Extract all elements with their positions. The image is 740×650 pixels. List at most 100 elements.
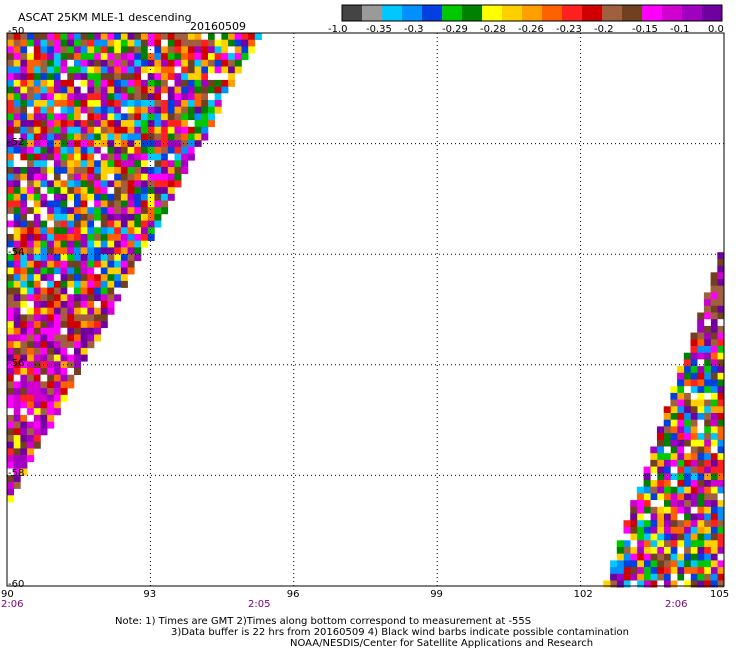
swath-cell — [717, 379, 725, 387]
swath-cell — [33, 368, 41, 375]
swath-cell — [161, 66, 169, 74]
swath-cell — [67, 106, 75, 114]
swath-cell — [147, 187, 155, 195]
swath-cell — [67, 280, 75, 288]
swath-cell — [670, 506, 678, 514]
swath-cell — [114, 167, 122, 174]
swath-cell — [663, 573, 671, 581]
swath-cell — [74, 327, 81, 335]
swath-cell — [27, 247, 35, 255]
latitude-label: -54 — [8, 247, 25, 259]
swath-cell — [141, 39, 148, 47]
swath-cell — [120, 240, 128, 248]
swath-cell — [187, 106, 195, 114]
swath-cell — [20, 133, 28, 141]
swath-cell — [717, 547, 725, 554]
swath-cell — [650, 453, 658, 461]
swath-cell — [657, 540, 664, 548]
swath-cell — [703, 453, 711, 461]
swath-cell — [208, 93, 215, 101]
swath-cell — [663, 553, 671, 561]
swath-cell — [13, 347, 21, 355]
swath-cell — [201, 59, 209, 67]
swath-cell — [221, 33, 229, 40]
swath-cell — [94, 200, 102, 208]
swath-cell — [53, 321, 61, 329]
swath-cell — [697, 466, 705, 474]
swath-cell — [650, 486, 658, 494]
swath-cell — [27, 374, 35, 382]
swath-cell — [60, 133, 68, 141]
swath-cell — [134, 73, 142, 81]
swath-cell — [167, 180, 175, 188]
swath-cell — [167, 73, 175, 81]
swath-cell — [67, 126, 75, 134]
swath-cell — [120, 247, 128, 255]
swath-cell — [710, 272, 718, 280]
swath-cell — [20, 193, 28, 201]
swath-cell — [107, 79, 115, 87]
swath-cell — [47, 53, 55, 61]
swath-cell — [643, 547, 651, 554]
swath-cell — [7, 200, 14, 208]
swath-cell — [67, 146, 75, 154]
swath-cell — [7, 287, 14, 295]
longitude-label: 96 — [286, 589, 300, 600]
swath-cell — [7, 140, 14, 148]
swath-cell — [717, 426, 725, 434]
swath-cell — [60, 39, 68, 47]
swath-cell — [717, 252, 725, 260]
swath-cell — [127, 53, 135, 61]
swath-cell — [74, 267, 81, 275]
swath-cell — [107, 267, 115, 275]
swath-cell — [154, 187, 162, 195]
swath-cell — [114, 180, 122, 188]
swath-cell — [120, 39, 128, 47]
swath-cell — [181, 133, 189, 141]
swath-cell — [683, 366, 691, 374]
swath-cell — [60, 120, 68, 128]
swath-cell — [47, 334, 55, 342]
swath-cell — [107, 213, 115, 221]
swath-cell — [67, 307, 75, 315]
swath-cell — [87, 301, 95, 308]
swath-cell — [221, 59, 229, 67]
swath-cell — [60, 113, 68, 121]
longitude-label: 93 — [143, 589, 157, 600]
swath-cell — [114, 160, 122, 168]
swath-cell — [677, 513, 685, 521]
swath-cell — [683, 352, 691, 360]
colorbar-swatch — [462, 5, 483, 21]
swath-cell — [690, 540, 698, 548]
swath-cell — [683, 379, 691, 387]
swath-cell — [208, 79, 215, 87]
swath-cell — [657, 473, 664, 481]
swath-cell — [697, 520, 705, 528]
swath-cell — [127, 187, 135, 195]
swath-cell — [33, 280, 41, 288]
swath-cell — [134, 160, 142, 168]
swath-cell — [27, 227, 35, 235]
swath-cell — [670, 573, 678, 581]
swath-cell — [20, 207, 28, 215]
swath-cell — [697, 359, 705, 367]
swath-cell — [100, 173, 108, 181]
swath-cell — [690, 567, 698, 575]
swath-cell — [33, 140, 41, 148]
swath-cell — [703, 540, 711, 548]
swath-cell — [670, 480, 678, 487]
swath-cell — [147, 180, 155, 188]
swath-cell — [630, 513, 638, 521]
swath-cell — [74, 53, 81, 61]
swath-cell — [33, 73, 41, 81]
swath-cell — [27, 220, 35, 228]
swath-cell — [13, 334, 21, 342]
swath-cell — [80, 301, 88, 308]
swath-cell — [53, 100, 61, 107]
swath-cell — [7, 234, 14, 241]
swath-cell — [697, 473, 705, 481]
swath-cell — [20, 448, 28, 456]
swath-cell — [167, 33, 175, 40]
swath-cell — [167, 93, 175, 101]
swath-cell — [13, 274, 21, 282]
